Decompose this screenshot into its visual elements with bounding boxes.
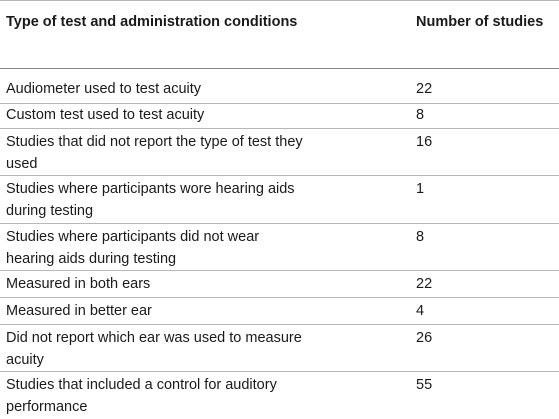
row-divider <box>0 297 559 298</box>
table-row-count: 22 <box>416 276 433 292</box>
table-row-condition: Studies where participants did not wear … <box>6 229 260 267</box>
table-row-condition: Measured in both ears <box>6 276 151 292</box>
table-row-condition: Studies that did not report the type of … <box>6 134 303 172</box>
table-row-count: 4 <box>416 303 425 319</box>
table-row-count: 26 <box>416 330 433 346</box>
row-divider <box>0 128 559 129</box>
table-row-condition: Audiometer used to test acuity <box>6 81 202 97</box>
row-divider <box>0 175 559 176</box>
table-row-condition: Did not report which ear was used to mea… <box>6 330 302 368</box>
row-divider <box>0 324 559 325</box>
table-row-condition: Measured in better ear <box>6 303 152 319</box>
table-row-count: 8 <box>416 107 425 123</box>
table-row-count: 1 <box>416 181 425 197</box>
row-divider <box>0 371 559 372</box>
row-divider <box>0 270 559 271</box>
column-header-count: Number of studies <box>416 14 544 30</box>
table-row-count: 22 <box>416 81 433 97</box>
table-row-condition: Custom test used to test acuity <box>6 107 205 123</box>
table-row-count: 8 <box>416 229 425 245</box>
table-row-count: 16 <box>416 134 433 150</box>
header-rule <box>0 68 559 69</box>
table-top-rule <box>0 0 559 1</box>
table-row-condition: Studies that included a control for audi… <box>6 377 277 415</box>
table-row-count: 55 <box>416 377 433 393</box>
table-row-condition: Studies where participants wore hearing … <box>6 181 295 219</box>
row-divider <box>0 223 559 224</box>
row-divider <box>0 103 559 104</box>
column-header-condition: Type of test and administration conditio… <box>6 14 298 30</box>
